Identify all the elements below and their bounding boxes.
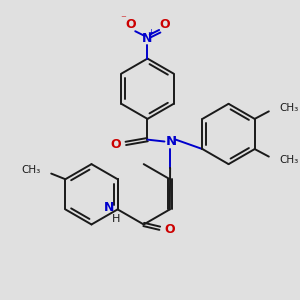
Text: H: H: [112, 214, 120, 224]
Text: N: N: [166, 135, 177, 148]
Text: +: +: [147, 28, 154, 37]
Text: ⁻: ⁻: [120, 14, 126, 24]
Text: CH₃: CH₃: [279, 103, 298, 112]
Text: N: N: [103, 201, 114, 214]
Text: O: O: [110, 138, 121, 151]
Text: N: N: [142, 32, 153, 45]
Text: O: O: [165, 223, 176, 236]
Text: CH₃: CH₃: [279, 155, 298, 165]
Text: O: O: [125, 18, 136, 31]
Text: CH₃: CH₃: [22, 165, 41, 175]
Text: O: O: [159, 18, 170, 31]
